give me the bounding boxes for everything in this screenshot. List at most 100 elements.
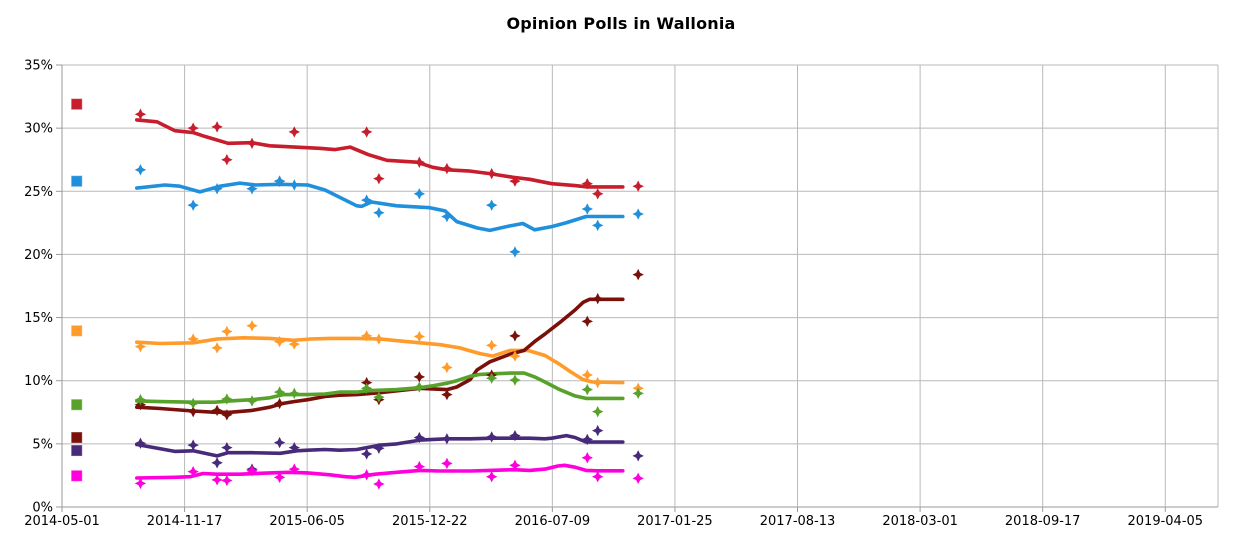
- series-orange-poll-point: [221, 325, 233, 338]
- y-axis-tick-label: 30%: [24, 122, 53, 137]
- series-red-poll-point: [413, 156, 426, 168]
- y-axis-tick-label: 20%: [24, 248, 53, 263]
- x-axis-tick-label: 2015-12-22: [392, 514, 468, 529]
- series-magenta-poll-point: [288, 463, 301, 475]
- series-magenta-poll-point: [273, 471, 286, 484]
- x-axis-tick-label: 2018-03-01: [882, 514, 958, 529]
- series-green-poll-point: [592, 405, 604, 418]
- y-axis-tick-label: 35%: [24, 59, 53, 74]
- series-red-poll-point: [246, 137, 258, 149]
- series-orange-poll-point: [509, 350, 521, 362]
- series-magenta-poll-point: [509, 459, 521, 472]
- series-green-poll-point: [134, 393, 147, 406]
- series-green-poll-point: [246, 395, 258, 407]
- series-purple-poll-point: [187, 439, 199, 451]
- series-green-poll-point: [632, 387, 644, 400]
- series-orange-poll-point: [413, 330, 426, 343]
- series-blue-poll-point: [134, 164, 147, 176]
- x-axis-tick-label: 2018-09-17: [1005, 514, 1081, 529]
- series-orange-poll-point: [581, 369, 593, 381]
- series-red-poll-point: [632, 180, 644, 192]
- series-green-poll-point: [581, 383, 593, 396]
- series-orange-poll-point: [288, 338, 301, 350]
- x-axis-tick-label: 2014-11-17: [147, 514, 223, 529]
- series-dark-red-poll-point: [273, 397, 286, 410]
- series-red-poll-point: [360, 126, 373, 138]
- series-dark-red-start-square-marker: [70, 431, 83, 444]
- series-green-poll-point: [509, 374, 521, 386]
- series-blue-poll-point: [288, 179, 301, 191]
- x-axis-tick-label: 2015-06-05: [269, 514, 345, 529]
- series-green-poll-point: [221, 393, 233, 405]
- x-axis-tick-label: 2017-08-13: [760, 514, 836, 529]
- series-dark-red-poll-point: [187, 405, 199, 418]
- series-purple-start-square-marker: [70, 444, 83, 457]
- series-magenta-poll-point: [441, 457, 453, 470]
- series-blue-poll-point: [360, 194, 373, 206]
- series-purple-poll-point: [441, 433, 453, 445]
- series-blue-poll-point: [581, 203, 593, 215]
- series-purple-poll-point: [134, 437, 147, 449]
- series-dark-red-poll-point: [221, 409, 233, 421]
- series-magenta-start-square-marker: [70, 469, 83, 482]
- y-axis-tick-label: 15%: [24, 311, 53, 326]
- series-red-start-square-marker: [70, 98, 83, 111]
- series-orange-start-square-marker: [70, 324, 83, 337]
- series-magenta-poll-point: [592, 470, 604, 483]
- series-red-poll-point: [592, 188, 604, 200]
- series-dark-red-poll-point: [413, 371, 426, 383]
- series-magenta-poll-point: [413, 460, 426, 473]
- y-axis-tick-label: 25%: [24, 185, 53, 200]
- x-axis-tick-label: 2017-01-25: [637, 514, 713, 529]
- series-blue-poll-point: [246, 183, 258, 195]
- series-green-poll-point: [187, 397, 199, 410]
- series-magenta-poll-point: [134, 477, 147, 490]
- series-purple-poll-point: [373, 442, 385, 454]
- series-blue-poll-point: [441, 210, 453, 223]
- series-green-poll-point: [273, 386, 286, 398]
- series-red-poll-point: [134, 108, 147, 120]
- series-magenta-poll-point: [360, 469, 373, 481]
- series-green-poll-point: [373, 391, 385, 403]
- series-dark-red-poll-point: [592, 292, 604, 305]
- series-blue-poll-point: [632, 208, 644, 220]
- series-purple-poll-point: [632, 450, 644, 462]
- series-red-poll-point: [221, 154, 233, 166]
- x-axis-tick-label: 2014-05-01: [24, 514, 100, 529]
- series-blue-poll-point: [273, 175, 286, 187]
- series-orange-poll-point: [211, 342, 223, 354]
- series-dark-red-poll-point: [632, 268, 644, 281]
- series-orange-poll-point: [134, 340, 147, 353]
- series-green-trend-line: [135, 371, 625, 405]
- series-red-poll-point: [509, 175, 521, 187]
- series-magenta-poll-point: [485, 470, 498, 483]
- series-orange-trend-line: [135, 335, 625, 385]
- y-axis-tick-label: 5%: [32, 437, 53, 452]
- series-green-start-square-marker: [70, 398, 83, 411]
- series-magenta-trend-line: [135, 463, 625, 480]
- series-green-poll-point: [485, 372, 498, 384]
- series-blue-poll-point: [413, 188, 426, 200]
- y-axis-tick-label: 10%: [24, 374, 53, 389]
- series-dark-red-poll-point: [441, 388, 453, 401]
- series-orange-poll-point: [485, 339, 498, 352]
- x-axis-tick-label: 2019-04-05: [1128, 514, 1204, 529]
- series-orange-poll-point: [273, 335, 286, 348]
- x-axis-tick-label: 2016-07-09: [515, 514, 591, 529]
- series-dark-red-poll-point: [509, 330, 521, 342]
- series-red-poll-point: [373, 172, 385, 185]
- series-red-poll-point: [211, 121, 223, 133]
- series-purple-poll-point: [581, 433, 593, 446]
- series-green-poll-point: [288, 387, 301, 400]
- series-magenta-poll-point: [373, 478, 385, 490]
- series-purple-poll-point: [413, 431, 426, 444]
- series-purple-poll-point: [360, 448, 373, 460]
- series-purple-poll-point: [221, 441, 233, 454]
- series-purple-poll-point: [288, 441, 301, 454]
- series-purple-poll-point: [273, 436, 286, 449]
- series-red-poll-point: [581, 178, 593, 190]
- series-green-poll-point: [360, 382, 373, 394]
- series-red-trend-line: [135, 118, 625, 189]
- series-magenta-poll-point: [632, 472, 644, 485]
